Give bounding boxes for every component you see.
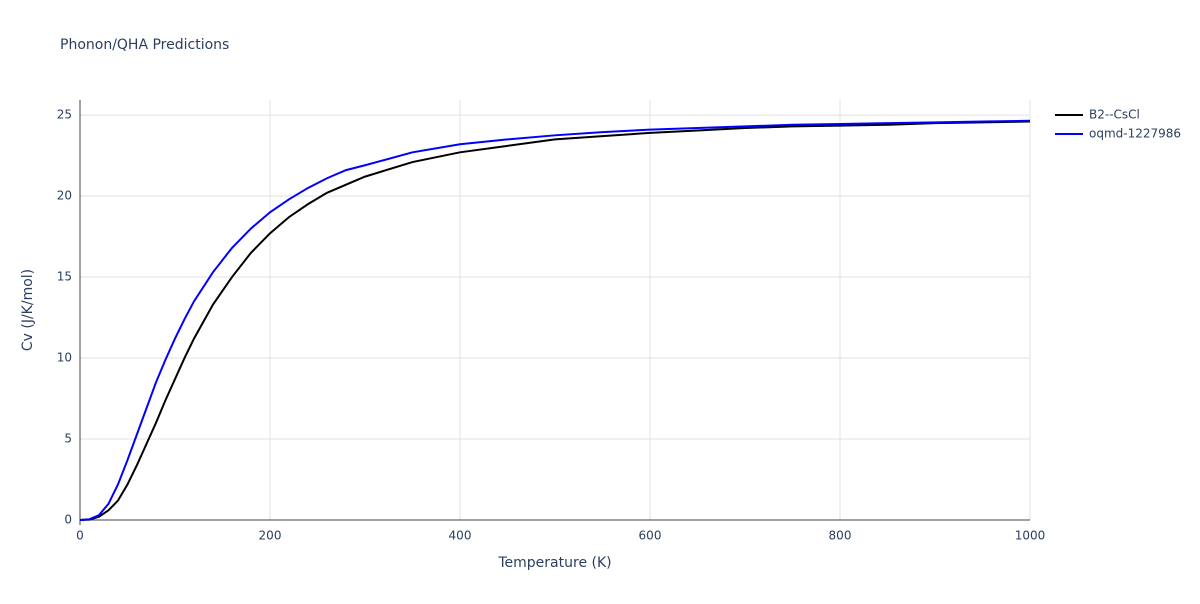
y-tick-label: 15 xyxy=(57,270,72,284)
x-tick-label: 800 xyxy=(829,529,852,543)
y-axis-title: Cv (J/K/mol) xyxy=(20,269,36,351)
x-tick-label: 600 xyxy=(639,529,662,543)
y-tick-label: 0 xyxy=(64,513,72,527)
x-tick-label: 400 xyxy=(449,529,472,543)
chart-title: Phonon/QHA Predictions xyxy=(60,37,229,53)
y-tick-label: 20 xyxy=(57,189,72,203)
x-tick-label: 200 xyxy=(259,529,282,543)
x-tick-label: 0 xyxy=(76,529,84,543)
x-tick-label: 1000 xyxy=(1015,529,1046,543)
y-tick-label: 5 xyxy=(64,432,72,446)
line-series xyxy=(79,119,1031,521)
y-tick-label: 25 xyxy=(57,108,72,122)
y-tick-label: 10 xyxy=(57,351,72,365)
legend-label: oqmd-1227986 xyxy=(1089,127,1181,141)
line-series xyxy=(79,120,1031,521)
legend-label: B2--CsCl xyxy=(1089,108,1140,122)
x-axis-title: Temperature (K) xyxy=(497,555,611,571)
